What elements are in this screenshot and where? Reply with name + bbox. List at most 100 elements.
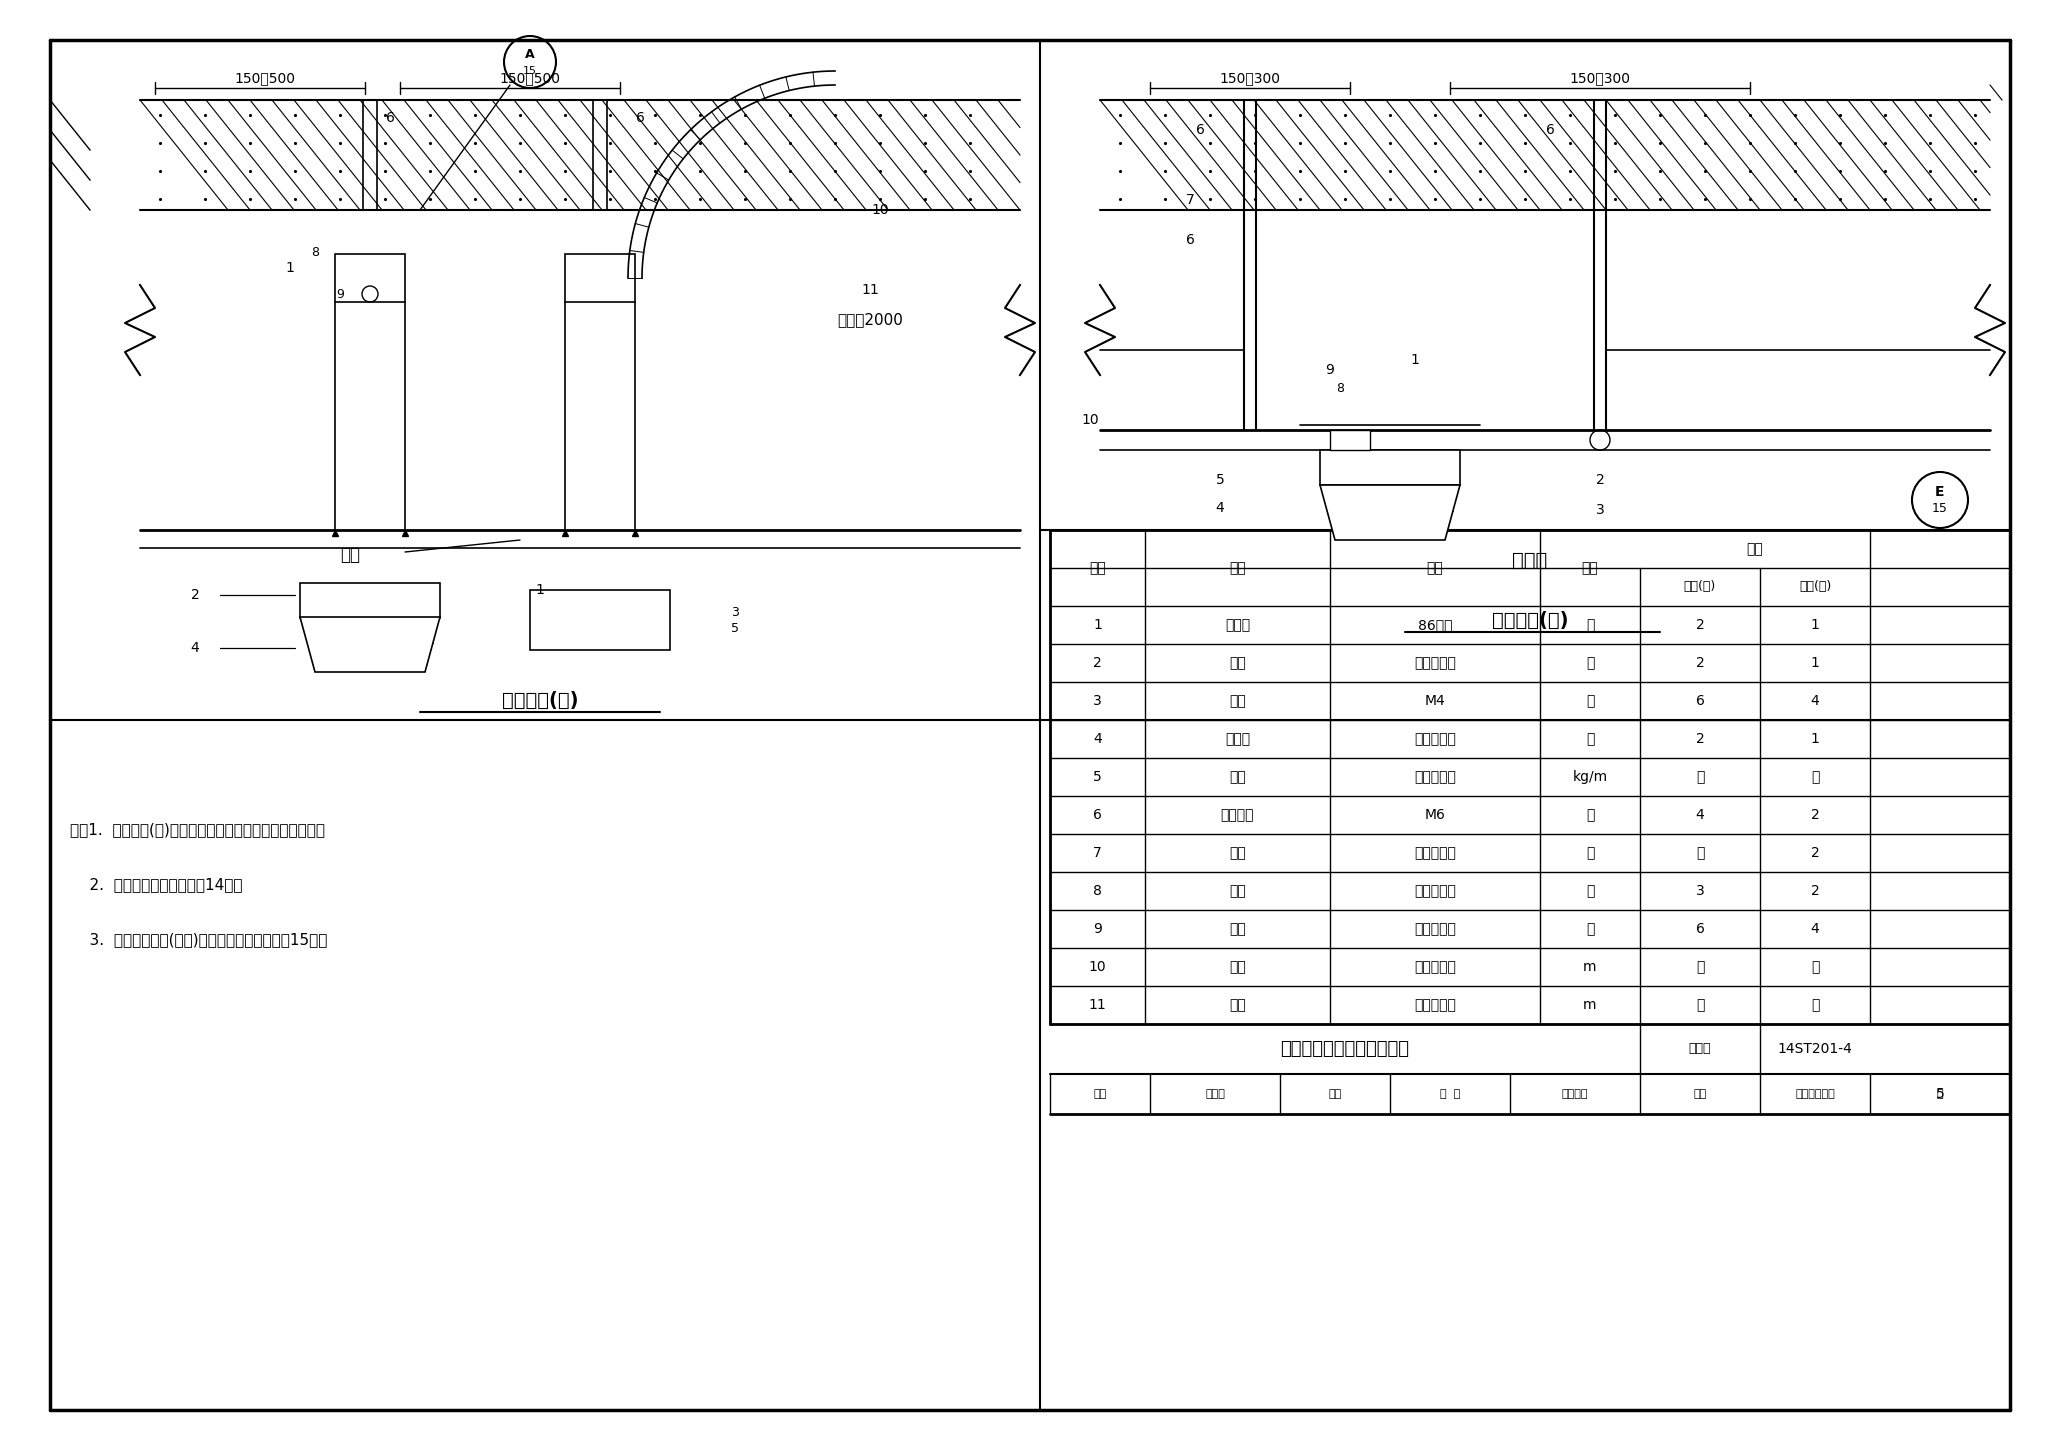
Text: 个: 个 [1585, 884, 1593, 899]
Text: 86系列: 86系列 [1417, 618, 1452, 632]
Text: 2.  跨接地线详见本图集第14页。: 2. 跨接地线详见本图集第14页。 [70, 877, 242, 893]
Text: 6: 6 [1696, 922, 1704, 936]
Text: 6: 6 [1186, 233, 1194, 247]
Text: 3: 3 [1696, 884, 1704, 899]
Text: E: E [1935, 485, 1946, 499]
Text: 4: 4 [1696, 807, 1704, 822]
Text: 6: 6 [385, 111, 395, 124]
Text: 7: 7 [1186, 192, 1194, 207]
Text: 6: 6 [635, 111, 645, 124]
Text: 见设计选型: 见设计选型 [1413, 770, 1456, 784]
Text: 单位: 单位 [1581, 561, 1597, 574]
Text: 设计: 设计 [1694, 1090, 1706, 1100]
Text: 1: 1 [1094, 618, 1102, 632]
Text: 火灾探测器在吊顶上安装图: 火灾探测器在吊顶上安装图 [1280, 1040, 1409, 1058]
Text: A: A [524, 48, 535, 61]
Text: 150～300: 150～300 [1219, 71, 1280, 85]
Text: 9: 9 [1094, 922, 1102, 936]
Text: 钢管: 钢管 [1229, 959, 1245, 974]
Text: 3: 3 [1094, 695, 1102, 708]
Text: 1: 1 [1810, 618, 1819, 632]
Text: 见设计选型: 见设计选型 [1413, 922, 1456, 936]
Text: 吊杆: 吊杆 [1229, 846, 1245, 860]
Text: －: － [1696, 846, 1704, 860]
Text: 李俊青李红春: 李俊青李红春 [1796, 1090, 1835, 1100]
Bar [336, 255, 406, 302]
Text: m: m [1583, 998, 1597, 1011]
Text: M4: M4 [1425, 695, 1446, 708]
Text: －: － [1696, 770, 1704, 784]
Text: 150～500: 150～500 [500, 71, 561, 85]
Text: 10: 10 [870, 203, 889, 217]
Text: 2: 2 [1810, 884, 1819, 899]
Text: 6: 6 [1094, 807, 1102, 822]
Text: 安装方式(二): 安装方式(二) [1491, 611, 1569, 629]
Text: 14ST201-4: 14ST201-4 [1778, 1042, 1853, 1056]
Text: 15: 15 [1931, 502, 1948, 515]
Text: 150～500: 150～500 [236, 71, 295, 85]
Text: 4: 4 [1217, 501, 1225, 515]
Text: 10: 10 [1090, 959, 1106, 974]
Text: kg/m: kg/m [1573, 770, 1608, 784]
Text: 个: 个 [1585, 618, 1593, 632]
Text: 6: 6 [1196, 123, 1204, 137]
Text: 150～300: 150～300 [1569, 71, 1630, 85]
Text: 个: 个 [1585, 922, 1593, 936]
Text: 锁母: 锁母 [1229, 922, 1245, 936]
Text: 数量: 数量 [1747, 543, 1763, 556]
Text: 9: 9 [1325, 363, 1335, 378]
Text: －: － [1696, 998, 1704, 1011]
Text: 10: 10 [1081, 412, 1100, 427]
Text: 个: 个 [1585, 732, 1593, 747]
Text: 1: 1 [285, 260, 295, 275]
Text: 注：1.  安装方式(一)适用于吊顶安装，详见具体设计要求。: 注：1. 安装方式(一)适用于吊顶安装，详见具体设计要求。 [70, 822, 326, 838]
Text: 图集号: 图集号 [1690, 1042, 1712, 1055]
Text: 专业负责: 专业负责 [1563, 1090, 1589, 1100]
Text: 根: 根 [1585, 695, 1593, 708]
Text: 页: 页 [1937, 1090, 1944, 1100]
Text: 1: 1 [1810, 655, 1819, 670]
Text: 2: 2 [1696, 655, 1704, 670]
Text: 审核: 审核 [1094, 1090, 1106, 1100]
Text: 6: 6 [1696, 695, 1704, 708]
Text: 4: 4 [190, 641, 199, 655]
Text: 11: 11 [860, 284, 879, 297]
Bar [1321, 450, 1460, 485]
Text: 11: 11 [1090, 998, 1106, 1011]
Polygon shape [299, 616, 440, 671]
Text: 螺钉: 螺钉 [1229, 695, 1245, 708]
Text: 软管: 软管 [1229, 998, 1245, 1011]
Text: M6: M6 [1425, 807, 1446, 822]
Text: 1: 1 [1810, 732, 1819, 747]
Text: 4: 4 [1094, 732, 1102, 747]
Text: 3.  接线盒与墙体(楼板)的安装详图见本图集第15页。: 3. 接线盒与墙体(楼板)的安装详图见本图集第15页。 [70, 932, 328, 948]
Text: －: － [1696, 959, 1704, 974]
Text: 1: 1 [1411, 353, 1419, 368]
Text: 4: 4 [1810, 922, 1819, 936]
Text: 5: 5 [1094, 770, 1102, 784]
Polygon shape [1321, 485, 1460, 540]
Text: 7: 7 [1094, 846, 1102, 860]
Text: 角钢: 角钢 [1229, 770, 1245, 784]
Text: 方式(一): 方式(一) [1683, 580, 1716, 593]
Text: 序号: 序号 [1090, 561, 1106, 574]
Text: 5: 5 [731, 622, 739, 634]
Text: 5: 5 [1217, 473, 1225, 488]
Text: 2: 2 [1810, 846, 1819, 860]
Text: 3: 3 [731, 605, 739, 618]
Bar [530, 590, 670, 650]
Text: 8: 8 [1335, 382, 1343, 395]
Text: 个: 个 [1585, 655, 1593, 670]
Text: 膨胀螺栓: 膨胀螺栓 [1221, 807, 1253, 822]
Text: 见设计选型: 见设计选型 [1413, 846, 1456, 860]
Text: 名称: 名称 [1229, 561, 1245, 574]
Text: 规格: 规格 [1427, 561, 1444, 574]
Bar [299, 583, 440, 618]
Text: m: m [1583, 959, 1597, 974]
Text: 9: 9 [336, 288, 344, 301]
Text: 安装方式(一): 安装方式(一) [502, 690, 578, 709]
Text: 8: 8 [1094, 884, 1102, 899]
Text: 2: 2 [1094, 655, 1102, 670]
Text: －: － [1810, 998, 1819, 1011]
Text: 接线盒: 接线盒 [1225, 618, 1249, 632]
